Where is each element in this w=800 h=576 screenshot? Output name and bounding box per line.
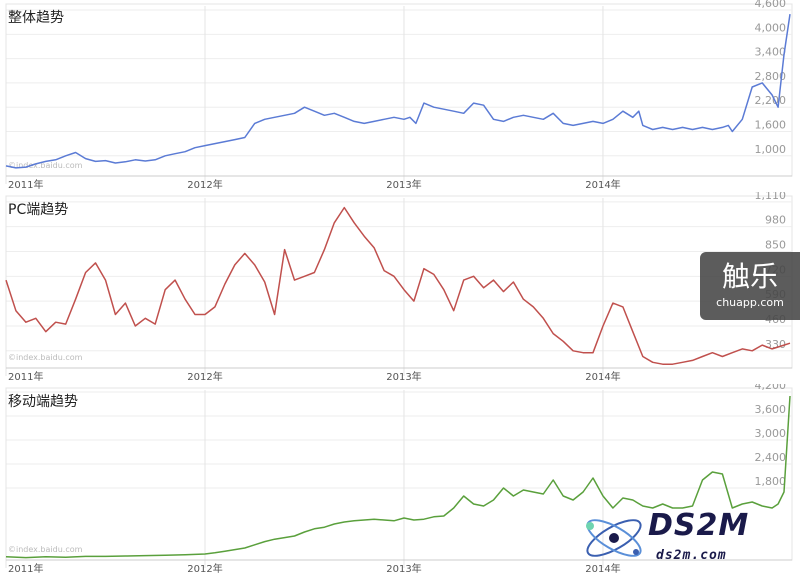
y-tick-label: 4,600 (755, 0, 787, 10)
x-tick-label: 2011年 (8, 178, 43, 191)
attribution-label: ©index.baidu.com (8, 353, 83, 362)
x-tick-label: 2012年 (187, 562, 222, 575)
x-tick-label: 2011年 (8, 562, 43, 575)
y-tick-label: 2,800 (755, 70, 787, 83)
y-tick-label: 1,000 (755, 143, 787, 156)
mobile-trend-chart: 1,800 2,400 3,000 3,600 4,200 2011年 2012年 2013年… (5, 384, 793, 575)
y-tick-label: 2,400 (755, 451, 787, 464)
overall-trend-chart: 1,000 1,600 2,200 2,800 3,400 4,000 4,600 2011年… (5, 0, 793, 191)
pc-trend-chart: 3304605907208509801,1102011年2012年2013年20… (5, 192, 793, 383)
y-tick-label: 4,200 (755, 384, 787, 392)
y-tick-label: 1,600 (755, 118, 787, 131)
atom-logo-icon (586, 519, 642, 557)
chuapp-url-text: chuapp.com (716, 296, 784, 309)
x-tick-label: 2011年 (8, 370, 43, 383)
y-tick-label: 2,200 (755, 94, 787, 107)
x-tick-label: 2014年 (585, 370, 620, 383)
series-line (5, 206, 791, 365)
chart-title: 整体趋势 (8, 10, 64, 26)
ds2m-watermark: DS2M ds2m.com (572, 500, 800, 576)
ds2m-url-text: ds2m.com (656, 548, 727, 563)
series-line (5, 13, 791, 169)
x-tick-label: 2014年 (585, 178, 620, 191)
pc-trend-panel: 3304605907208509801,1102011年2012年2013年20… (0, 192, 800, 384)
chuapp-logo-text: 触乐 (721, 260, 778, 293)
plot-frame (5, 3, 793, 177)
x-tick-label: 2012年 (187, 370, 222, 383)
y-tick-label: 980 (765, 214, 786, 227)
y-tick-label: 3,000 (755, 427, 787, 440)
x-tick-label: 2013年 (386, 370, 421, 383)
series-line (5, 395, 791, 559)
y-tick-label: 850 (765, 238, 786, 251)
chart-title: PC端趋势 (8, 202, 68, 218)
x-tick-label: 2014年 (585, 562, 620, 575)
mobile-trend-panel: 1,800 2,400 3,000 3,600 4,200 2011年 2012年 2013年… (0, 384, 800, 576)
y-tick-label: 3,400 (755, 46, 787, 59)
x-tick-label: 2013年 (386, 562, 421, 575)
y-tick-label: 3,600 (755, 403, 787, 416)
attribution-label: ©index.baidu.com (8, 545, 83, 554)
chart-title: 移动端趋势 (8, 394, 78, 410)
y-tick-label: 1,110 (755, 192, 787, 202)
y-tick-label: 4,000 (755, 21, 787, 34)
x-tick-label: 2013年 (386, 178, 421, 191)
chuapp-watermark: 触乐 chuapp.com (700, 252, 800, 320)
x-tick-label: 2012年 (187, 178, 222, 191)
attribution-label: ©index.baidu.com (8, 161, 83, 170)
y-tick-label: 1,800 (755, 475, 787, 488)
overall-trend-panel: 1,000 1,600 2,200 2,800 3,400 4,000 4,600 2011年… (0, 0, 800, 192)
ds2m-logo-text: DS2M (648, 508, 750, 543)
y-tick-label: 330 (765, 338, 786, 351)
